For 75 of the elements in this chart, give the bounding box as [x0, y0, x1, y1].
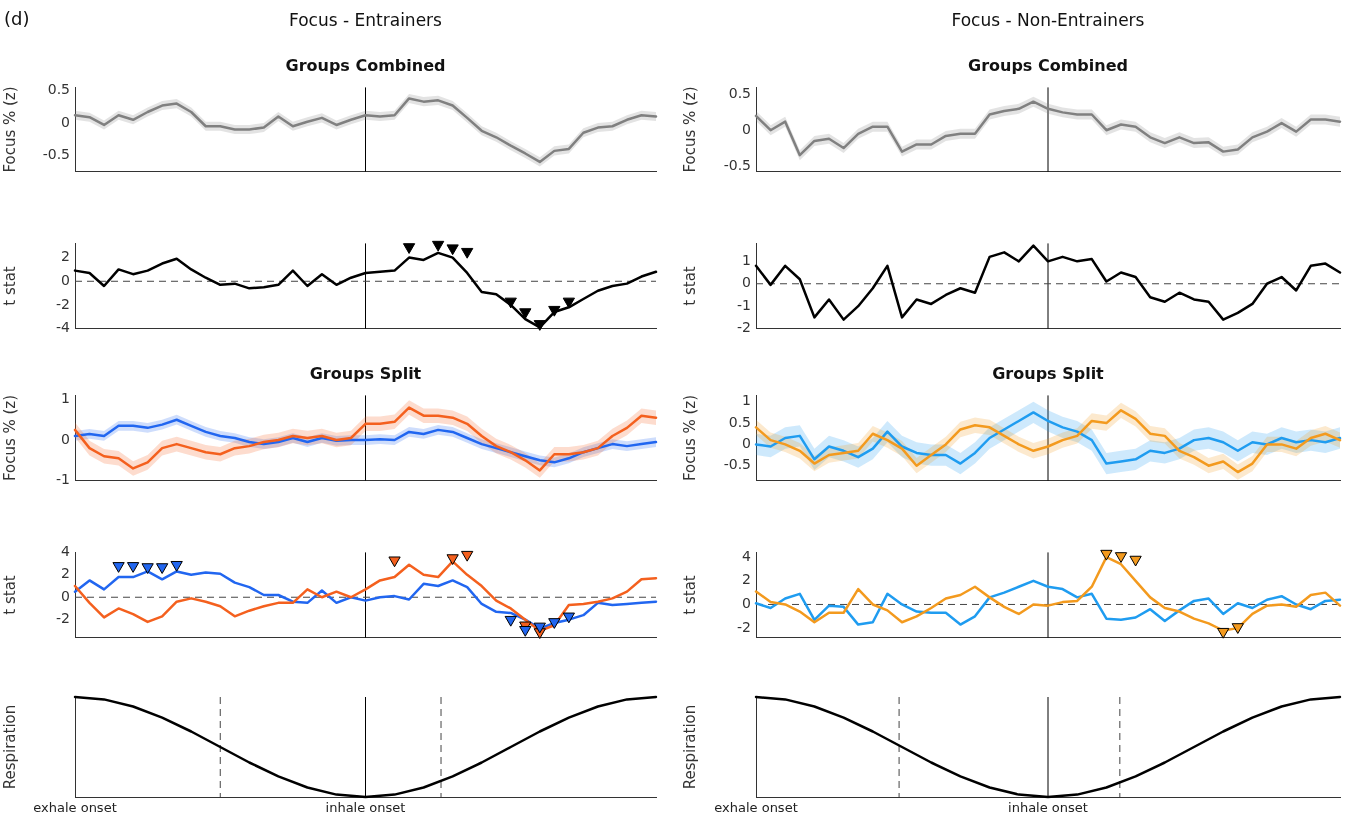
y-axis-title: Focus % (z): [680, 86, 699, 173]
y-tick-label: -0.5: [723, 456, 751, 473]
y-tick-label: 2: [61, 248, 70, 265]
point: [1100, 549, 1113, 561]
point: [446, 244, 459, 256]
y-axis-title: t stat: [680, 575, 699, 615]
y-axis-title: Focus % (z): [0, 394, 19, 482]
point: [432, 240, 445, 252]
point: [402, 243, 416, 254]
chart-title: Groups Split: [308, 364, 423, 383]
y-axis-title: t stat: [0, 575, 19, 615]
y-tick-label: -1: [56, 471, 70, 488]
x-tick-label: exhale onset: [33, 800, 117, 816]
y-tick-label: 0: [61, 271, 70, 288]
chart-subtitle: Groups Combined: [967, 56, 1129, 75]
point: [1217, 627, 1230, 639]
point: [1129, 555, 1142, 567]
y-tick-label: 4: [61, 543, 71, 560]
chart-title: Groups Split: [991, 364, 1105, 383]
y-axis-title: Focus % (z): [680, 394, 699, 482]
y-tick-label: 0: [61, 113, 70, 130]
y-tick-label: 0.5: [728, 413, 751, 430]
point: [562, 612, 575, 624]
chart-subtitle: Groups Combined: [284, 56, 447, 75]
y-tick-label: 1: [742, 251, 751, 268]
y-tick-label: -2: [737, 319, 751, 336]
point: [548, 305, 561, 317]
y-tick-label: -2: [56, 295, 70, 312]
point: [126, 562, 140, 573]
y-tick-label: -4: [56, 319, 71, 336]
point: [548, 618, 561, 629]
y-axis-title: t stat: [680, 266, 699, 306]
point: [112, 562, 125, 573]
x-tick-label: inhale onset: [325, 800, 406, 816]
y-axis-title: t stat: [0, 266, 19, 306]
y-tick-label: 0: [61, 430, 70, 447]
y-tick-label: 2: [61, 565, 70, 582]
y-tick-label: 0.5: [728, 85, 751, 102]
text: (d): [4, 8, 30, 29]
y-tick-label: 0: [742, 435, 751, 452]
y-tick-label: 0: [742, 120, 751, 137]
point: [1114, 552, 1128, 563]
point: [533, 622, 546, 634]
chart-title: Focus - Non-Entrainers: [950, 10, 1146, 30]
chart-title: Focus - Entrainers: [288, 10, 443, 30]
y-axis-title: Respiration: [680, 704, 699, 790]
point: [170, 560, 183, 572]
point: [504, 615, 517, 627]
y-tick-label: 0: [742, 595, 751, 612]
y-axis-title: Respiration: [0, 704, 19, 790]
y-tick-label: 0: [742, 274, 751, 291]
y-tick-label: 4: [742, 547, 752, 564]
y-tick-label: 0: [61, 587, 70, 604]
point: [461, 247, 474, 259]
point: [533, 320, 546, 331]
x-tick-label: inhale onset: [1008, 800, 1088, 816]
y-tick-label: 1: [742, 392, 751, 409]
point: [446, 554, 459, 566]
x-tick-label: exhale onset: [714, 800, 798, 816]
point: [156, 563, 169, 574]
y-tick-label: 1: [61, 390, 70, 407]
point: [519, 626, 532, 637]
y-axis-title: Focus % (z): [0, 86, 19, 173]
point: [141, 563, 154, 574]
y-tick-label: -1: [737, 296, 751, 313]
y-tick-label: -0.5: [723, 156, 751, 173]
y-tick-label: -0.5: [42, 146, 70, 163]
point: [461, 550, 474, 562]
point: [504, 297, 517, 309]
point: [1231, 623, 1244, 634]
point: [388, 556, 401, 568]
y-tick-label: -2: [56, 610, 70, 627]
y-tick-label: -2: [737, 618, 751, 635]
y-tick-label: 0.5: [47, 81, 70, 98]
y-tick-label: 2: [742, 571, 751, 588]
